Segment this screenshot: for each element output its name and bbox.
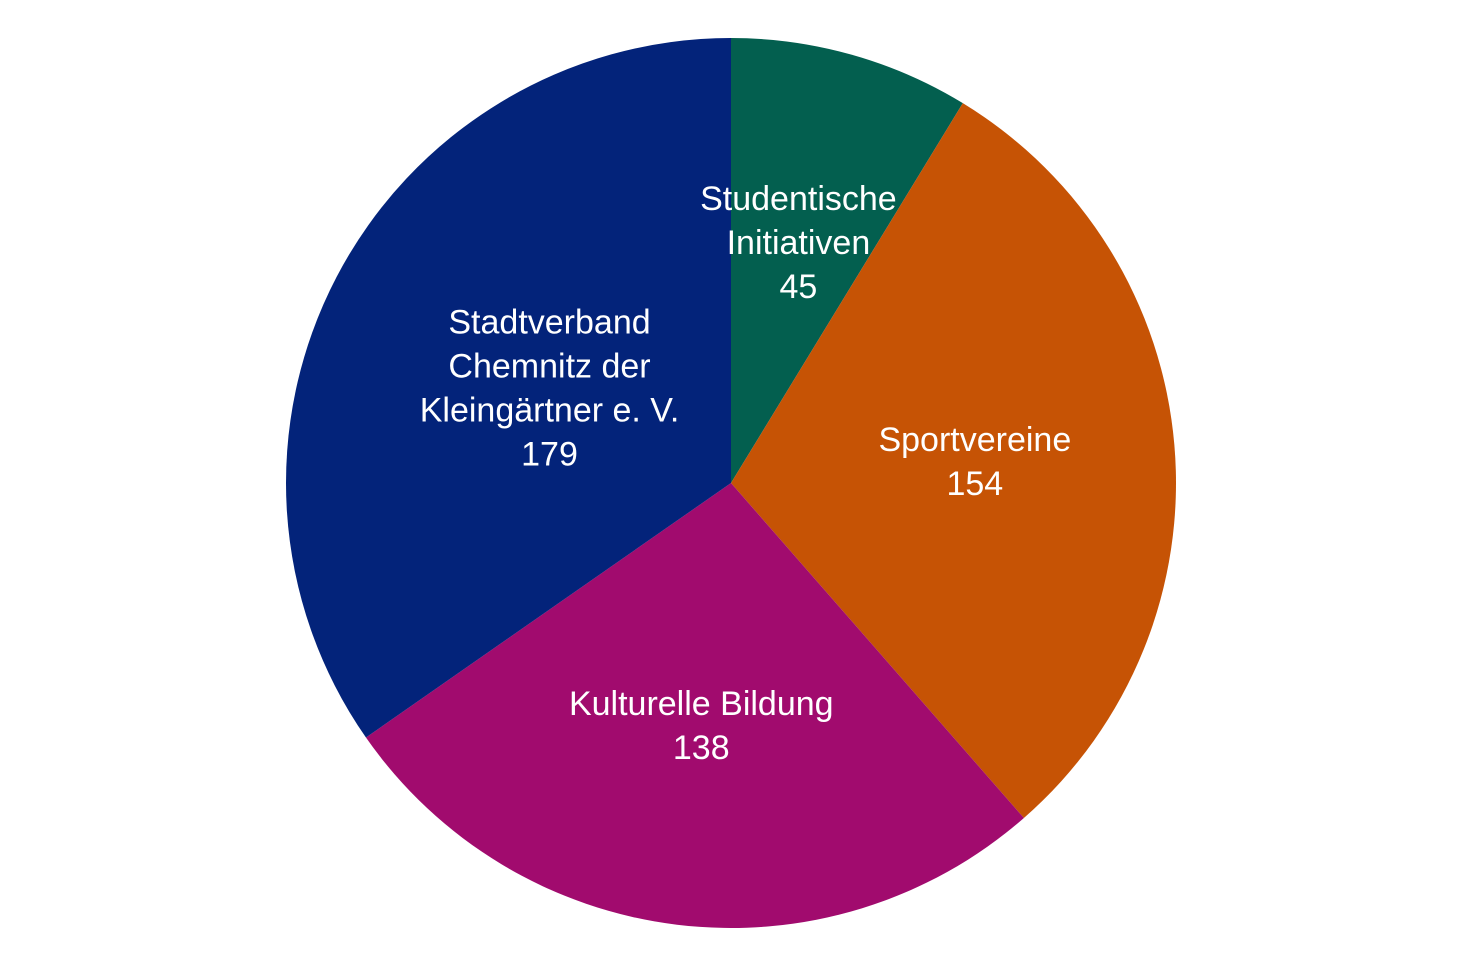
pie-slice-0 [731,38,963,483]
pie-slice-value: 179 [521,435,578,473]
pie-data-labels: Studentische Initiativen 45 Sportvereine 154… [420,180,1072,767]
pie-data-label-2: Kulturelle Bildung 138 [569,685,834,767]
pie-data-label-0: Studentische Initiativen 45 [700,180,897,306]
pie-slice-2 [365,483,1024,928]
pie-slice-3 [286,38,731,738]
pie-data-label-1: Sportvereine 154 [878,421,1071,503]
pie-slice-label-line: Studentische [700,180,897,218]
pie-slice-label-line: Kulturelle Bildung [569,685,834,723]
pie-slice-value: 45 [780,268,818,306]
pie-slice-value: 138 [673,729,730,767]
pie-slice-value: 154 [946,465,1003,503]
pie-slice-label-line: Kleingärtner e. V. [420,391,680,429]
pie-slice-label-line: Stadtverband [448,303,650,341]
pie-slices [286,38,1176,928]
pie-slice-label-line: Initiativen [727,224,871,262]
pie-slice-label-line: Sportvereine [878,421,1071,459]
pie-slice-label-line: Chemnitz der [448,347,650,385]
pie-slice-1 [731,103,1176,819]
pie-data-label-3: Stadtverband Chemnitz der Kleingärtner e. … [420,303,680,473]
